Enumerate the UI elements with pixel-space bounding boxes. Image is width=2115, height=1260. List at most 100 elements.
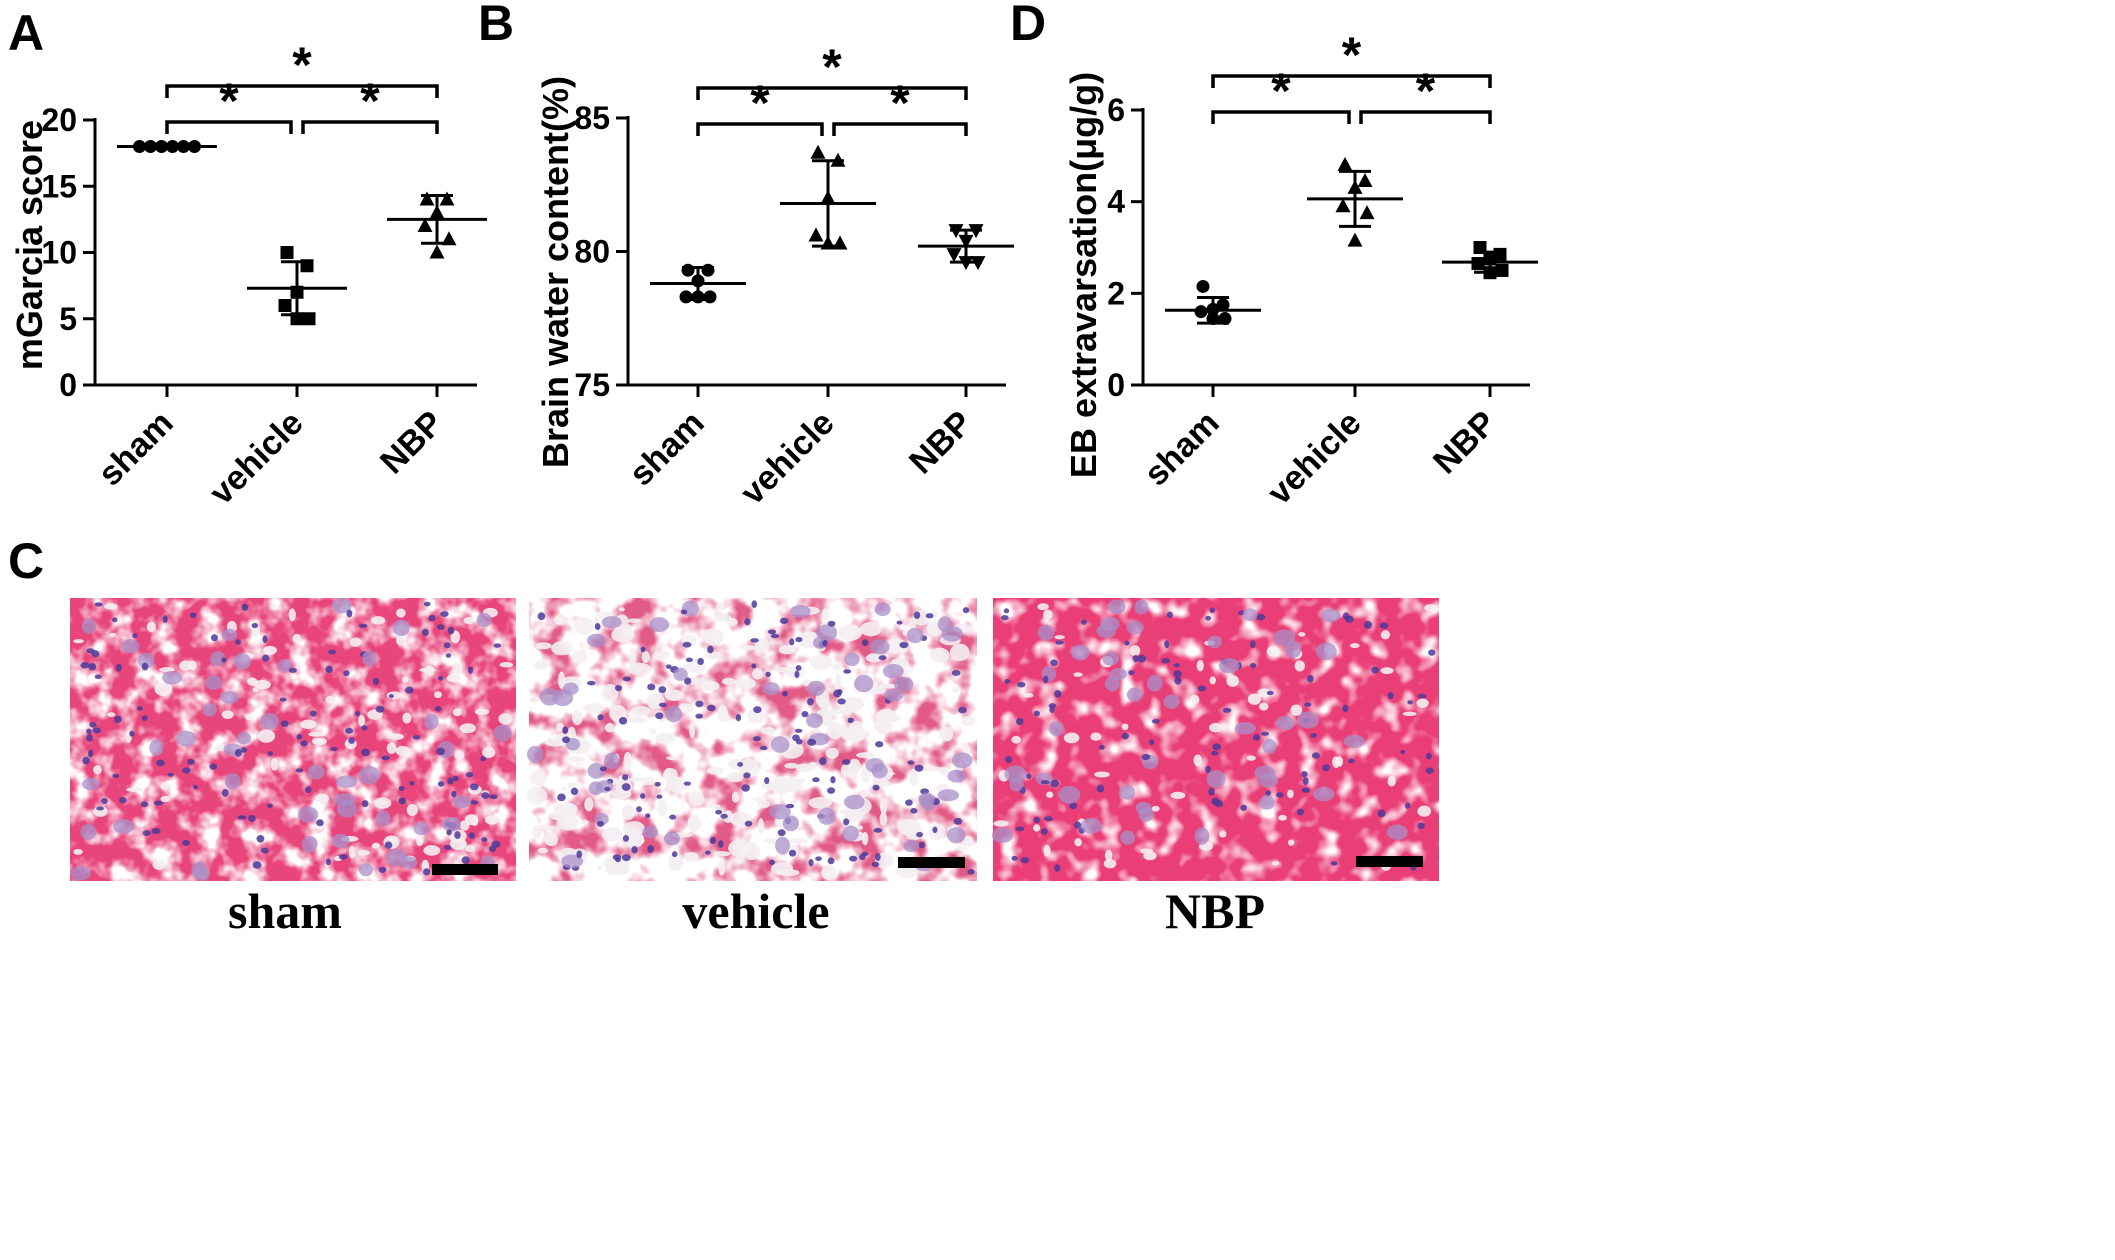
cell-nucleus [461, 856, 470, 865]
cell-nucleus [1275, 792, 1284, 798]
vacuole [687, 814, 702, 832]
cell-nucleus [599, 766, 607, 772]
cell-nucleus [452, 775, 459, 782]
cell-nucleus [1425, 752, 1432, 760]
cell-nucleus [235, 639, 241, 645]
vacuole [395, 745, 410, 756]
cell-nucleus [423, 868, 431, 876]
vacuole [1063, 732, 1080, 744]
cell-nucleus [436, 747, 446, 756]
cell-nucleus [205, 675, 223, 690]
cell-nucleus [1249, 640, 1256, 649]
vacuole [705, 651, 723, 660]
cell-nucleus [113, 819, 135, 834]
cell-nucleus [358, 863, 373, 877]
cell-nucleus [1417, 693, 1427, 699]
cell-nucleus [378, 866, 387, 873]
histology-image-nbp [991, 598, 1439, 881]
cell-nucleus [346, 609, 353, 618]
vacuole [727, 772, 744, 783]
significance-bracket [1211, 110, 1351, 124]
vacuole [419, 667, 436, 673]
cell-nucleus [114, 715, 122, 724]
vacuole [1287, 789, 1294, 799]
cell-nucleus [1343, 734, 1366, 748]
cell-nucleus [1174, 676, 1182, 685]
vacuole [734, 677, 757, 690]
cell-nucleus [562, 736, 570, 743]
vacuole [625, 809, 636, 815]
data-point-vehicle [1359, 205, 1375, 220]
data-point-sham [681, 263, 695, 277]
cell-nucleus [295, 768, 304, 773]
cell-nucleus [375, 705, 385, 713]
cell-nucleus [386, 849, 408, 867]
cell-nucleus [671, 851, 678, 858]
cell-nucleus [480, 756, 487, 762]
cell-nucleus [1151, 718, 1160, 724]
vacuole [951, 686, 960, 693]
cell-nucleus [1211, 797, 1220, 806]
cell-nucleus [358, 623, 368, 628]
vacuole [747, 708, 766, 724]
cell-nucleus [663, 831, 680, 846]
cell-nucleus [121, 638, 140, 654]
cell-nucleus [192, 784, 198, 790]
vacuole [629, 651, 637, 665]
vacuole [270, 757, 279, 771]
vacuole [402, 676, 409, 683]
y-tick-label: 0 [1107, 367, 1125, 403]
cell-nucleus [684, 677, 692, 685]
vacuole [627, 717, 647, 724]
cell-nucleus [1137, 654, 1147, 663]
cell-nucleus [91, 650, 100, 658]
cell-nucleus [861, 851, 869, 857]
vacuole [545, 738, 567, 747]
cell-nucleus [1044, 816, 1053, 822]
cell-nucleus [316, 819, 324, 827]
cell-nucleus [782, 690, 788, 697]
vacuole [349, 637, 362, 647]
cell-layer [71, 597, 514, 881]
cell-nucleus [1120, 830, 1136, 845]
cell-nucleus [1205, 615, 1212, 621]
cell-nucleus [656, 794, 663, 799]
vacuole [1349, 643, 1360, 649]
cell-nucleus [894, 676, 914, 692]
cell-nucleus [182, 839, 190, 846]
cell-nucleus [871, 861, 880, 867]
cell-nucleus [1218, 658, 1240, 674]
cell-nucleus [1304, 702, 1312, 707]
cell-nucleus [788, 849, 797, 857]
cell-nucleus [1297, 711, 1320, 729]
cell-nucleus [1126, 620, 1144, 635]
vacuole [927, 620, 941, 637]
vacuole [452, 662, 463, 676]
data-point-nbp [439, 191, 455, 206]
vacuole [816, 708, 840, 718]
vacuole [668, 852, 684, 872]
cell-nucleus [167, 772, 175, 777]
cell-nucleus [241, 603, 249, 611]
cell-nucleus [112, 773, 120, 779]
y-tick-label: 4 [1107, 184, 1125, 220]
cell-nucleus [330, 747, 338, 752]
cell-nucleus [801, 710, 809, 718]
vacuole [821, 608, 830, 621]
cell-nucleus [621, 854, 631, 862]
vacuole [1219, 830, 1227, 838]
vacuole [582, 703, 605, 713]
cell-nucleus [236, 731, 252, 745]
vacuole [474, 708, 490, 716]
vacuole [1189, 694, 1200, 705]
cell-nucleus [81, 618, 97, 634]
cell-nucleus [446, 829, 452, 836]
cell-nucleus [489, 794, 498, 800]
data-point-vehicle [1337, 157, 1353, 171]
cell-nucleus [372, 677, 380, 686]
vacuole [247, 677, 258, 686]
cell-nucleus [991, 827, 1014, 843]
significance-bracket [1359, 110, 1492, 124]
cell-nucleus [1262, 738, 1277, 754]
